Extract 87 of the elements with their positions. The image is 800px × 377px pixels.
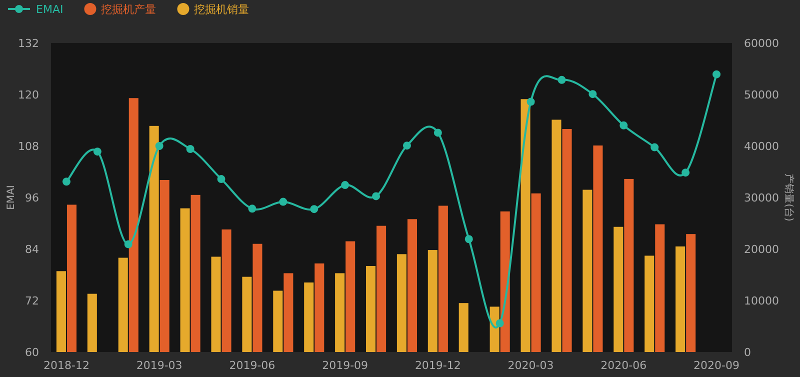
y-axis-title: EMAI: [6, 185, 17, 210]
bar: [366, 266, 376, 352]
bar: [520, 99, 530, 352]
bar: [190, 194, 200, 352]
point: [279, 198, 288, 206]
bar: [686, 234, 696, 352]
bar: [335, 273, 345, 352]
bar: [655, 224, 665, 352]
point: [682, 168, 690, 177]
point: [93, 148, 102, 156]
y2-tick-label: 30000: [744, 192, 779, 204]
bar: [562, 129, 572, 352]
point: [712, 70, 721, 78]
point: [650, 143, 659, 152]
point: [62, 178, 70, 186]
x-tick-label: 2020-06: [600, 359, 647, 372]
bar: [149, 126, 159, 352]
bar: [552, 120, 562, 352]
y-tick-label: 84: [25, 243, 39, 256]
point: [588, 90, 597, 98]
y-tick-label: 96: [25, 192, 39, 204]
y-tick-label: 132: [18, 37, 39, 50]
bar: [582, 190, 592, 352]
y-tick-label: 60: [25, 346, 39, 359]
y2-tick-label: 50000: [744, 88, 779, 102]
bar: [458, 303, 468, 352]
x-tick-label: 2019-06: [229, 359, 276, 372]
point: [217, 175, 226, 184]
legend-label: 挖掘机产量: [101, 3, 156, 16]
x-tick-label: 2020-03: [508, 359, 554, 372]
bar: [614, 226, 624, 352]
bar: [273, 290, 283, 352]
x-tick-label: 2019-03: [136, 359, 182, 372]
x-tick-label: 2019-12: [414, 359, 461, 372]
bar: [118, 258, 128, 352]
bar: [314, 263, 324, 352]
y2-tick-label: 0: [744, 346, 751, 359]
y2-tick-label: 10000: [744, 294, 779, 308]
bar: [304, 282, 314, 352]
bar: [180, 208, 190, 352]
bar: [428, 250, 438, 352]
x-tick-label: 2020-09: [694, 359, 740, 372]
bar: [593, 145, 603, 352]
bar: [66, 204, 76, 352]
bar: [624, 178, 634, 352]
point: [310, 205, 318, 214]
bar: [242, 276, 252, 352]
point: [372, 192, 380, 200]
bar: [346, 241, 356, 352]
bar: [222, 229, 232, 352]
y-tick-label: 72: [25, 294, 39, 308]
y2-axis-title: 产销量(台): [783, 174, 795, 222]
y2-tick-label: 40000: [744, 140, 779, 153]
bar: [407, 219, 417, 352]
bar: [56, 271, 66, 352]
point: [464, 235, 473, 244]
y2-tick-label: 20000: [744, 243, 779, 256]
bar: [284, 273, 294, 352]
bar: [396, 254, 406, 352]
point: [155, 142, 164, 150]
bar: [676, 246, 686, 352]
bar: [211, 256, 221, 352]
y2-tick-label: 60000: [744, 37, 779, 50]
legend-label: EMAI: [36, 3, 64, 16]
bar: [438, 206, 448, 352]
bar: [128, 98, 138, 352]
point: [434, 128, 442, 137]
bar: [376, 226, 386, 352]
legend-label: 挖掘机销量: [194, 3, 250, 16]
y-tick-label: 108: [18, 140, 39, 153]
bar: [252, 244, 262, 352]
point: [496, 319, 504, 328]
point: [186, 145, 194, 154]
point: [248, 204, 256, 213]
point: [558, 76, 566, 84]
x-tick-label: 2018-12: [43, 359, 90, 372]
bar: [87, 294, 97, 352]
point: [620, 121, 628, 130]
y-tick-label: 120: [18, 88, 39, 102]
bar: [644, 256, 654, 352]
point: [341, 181, 350, 190]
point: [124, 240, 132, 248]
point: [526, 98, 535, 106]
x-tick-label: 2019-09: [322, 359, 368, 372]
point: [402, 142, 411, 150]
bar: [531, 193, 541, 352]
bar: [160, 180, 170, 352]
